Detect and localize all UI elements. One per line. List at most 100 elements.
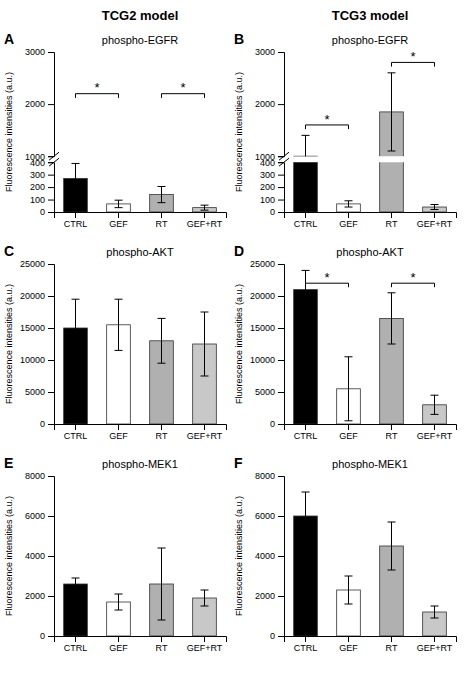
tick-label: GEF+RT [417, 431, 453, 441]
tick-mark [48, 175, 54, 176]
tick-mark [434, 424, 435, 430]
panel-title: phospho-AKT [336, 246, 404, 258]
tick: RT [156, 212, 168, 229]
tick-label: GEF+RT [187, 219, 223, 229]
y-axis-label: Fluorescence intensities (a.u.) [234, 284, 244, 404]
tick: 15000 [20, 323, 54, 333]
axis: 0500010000150002000025000 [20, 259, 55, 429]
tick: 8000 [255, 471, 284, 481]
panel-label: D [234, 243, 244, 259]
tick-label: GEF [339, 643, 358, 653]
tick-label: 100 [260, 195, 275, 205]
error-bar [201, 205, 209, 210]
error-bar [388, 522, 396, 570]
y-axis-label: Fluorescence intensities (a.u.) [234, 496, 244, 616]
panel-title: phospho-EGFR [332, 34, 408, 46]
tick-mark [48, 200, 54, 201]
tick-mark [278, 212, 284, 213]
tick-label: 20000 [250, 291, 275, 301]
tick-label: 3000 [25, 47, 45, 57]
tick-mark [434, 212, 435, 218]
y-axis-label: Fluorescence intensities (a.u.) [4, 72, 14, 192]
tick-mark [278, 264, 284, 265]
tick-mark [278, 360, 284, 361]
tick-mark [434, 636, 435, 642]
tick-mark [118, 636, 119, 642]
axis: 100020003000 [255, 47, 285, 161]
tick-mark [278, 296, 284, 297]
axis: 0100200300400 [260, 158, 285, 218]
tick-label: 0 [270, 631, 275, 641]
error-bar [201, 312, 209, 376]
error-bar [431, 205, 439, 210]
axis: CTRLGEFRTGEF+RT [55, 636, 227, 653]
tick-label: 20000 [20, 291, 45, 301]
error-bar [158, 548, 166, 620]
error-bar [388, 73, 396, 151]
tick-label: 0 [270, 207, 275, 217]
tick-mark [348, 424, 349, 430]
tick-label: CTRL [294, 219, 318, 229]
tick-label: RT [386, 643, 398, 653]
significance-label: * [94, 80, 99, 95]
axis: 02000400060008000 [255, 471, 285, 641]
tick-label: 300 [260, 170, 275, 180]
y-axis-label: Fluorescence intensities (a.u.) [234, 72, 244, 192]
panel-label: C [4, 243, 14, 259]
tick-label: GEF+RT [417, 219, 453, 229]
tick-label: RT [156, 431, 168, 441]
tick-mark [48, 392, 54, 393]
tick-label: GEF [339, 431, 358, 441]
tick-label: 200 [260, 182, 275, 192]
tick: 5000 [25, 387, 54, 397]
axis: CTRLGEFRTGEF+RT [285, 212, 457, 229]
tick: GEF [339, 636, 358, 653]
tick: RT [386, 424, 398, 441]
figure: **1000200030000100200300400CTRLGEFRTGEF+… [0, 0, 474, 673]
tick: 300 [30, 170, 54, 180]
tick: GEF+RT [417, 636, 453, 653]
column-title: TCG2 model [102, 8, 179, 23]
tick-mark [48, 360, 54, 361]
tick-mark [75, 212, 76, 218]
error-bar [158, 186, 166, 202]
tick: CTRL [64, 212, 88, 229]
y-axis-label: Fluorescence intensities (a.u.) [4, 284, 14, 404]
tick-label: RT [156, 643, 168, 653]
tick-mark [48, 516, 54, 517]
tick-mark [75, 636, 76, 642]
tick: 2000 [25, 99, 54, 109]
tick: CTRL [294, 636, 318, 653]
tick-label: 2000 [25, 591, 45, 601]
tick-label: 2000 [255, 99, 275, 109]
panel-label: F [234, 455, 243, 471]
error-bar [115, 594, 123, 610]
tick-label: 6000 [255, 511, 275, 521]
tick: 25000 [250, 259, 284, 269]
tick: 4000 [25, 551, 54, 561]
panel: **1000200030000100200300400CTRLGEFRTGEF+… [4, 8, 227, 229]
axis-line [278, 53, 285, 157]
axis: 02000400060008000 [25, 471, 55, 641]
significance-label: * [410, 49, 415, 64]
bar [294, 290, 318, 424]
tick-mark [305, 424, 306, 430]
tick: RT [386, 636, 398, 653]
tick: GEF+RT [187, 212, 223, 229]
tick: CTRL [294, 212, 318, 229]
tick-mark [75, 424, 76, 430]
error-bar [115, 299, 123, 350]
break-mark [279, 158, 289, 166]
tick-mark [278, 516, 284, 517]
tick-label: 4000 [255, 551, 275, 561]
significance-label: * [410, 270, 415, 285]
tick-label: 300 [30, 170, 45, 180]
tick-label: 25000 [20, 259, 45, 269]
tick: GEF [339, 424, 358, 441]
axis-line [55, 637, 227, 643]
tick: GEF [109, 212, 128, 229]
tick: 0 [270, 207, 284, 217]
plot-area [64, 548, 217, 636]
tick-mark [278, 596, 284, 597]
tick: 0 [40, 419, 54, 429]
